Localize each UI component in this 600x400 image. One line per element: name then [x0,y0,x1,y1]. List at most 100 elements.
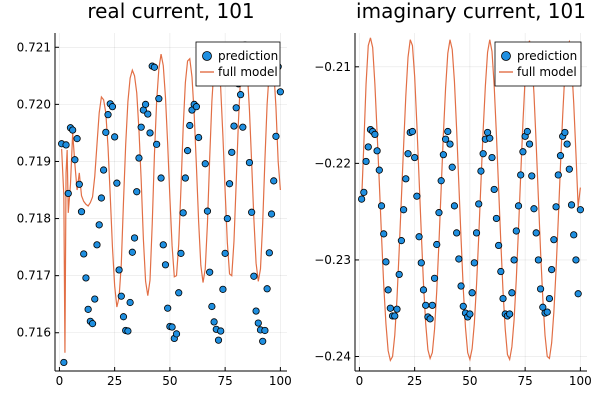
prediction-point [267,210,276,218]
prediction-point [206,268,214,276]
prediction-point [548,265,556,274]
prediction-point [395,270,403,279]
prediction-point [358,195,366,203]
prediction-point [375,166,383,174]
legend-label: prediction [517,49,577,63]
prediction-point [439,151,447,159]
prediction-point [153,140,161,148]
prediction-point [572,256,580,264]
prediction-point [563,140,571,148]
prediction-point [172,330,181,338]
prediction-point [391,312,399,320]
prediction-point [175,289,183,297]
plot-area [58,41,284,367]
prediction-point [97,194,106,202]
x-tick-label: 75 [217,374,232,388]
chart-title: imaginary current, 101 [356,0,586,23]
prediction-point [259,337,267,345]
prediction-point [536,285,545,293]
prediction-point [470,259,478,267]
prediction-point [124,327,132,335]
y-tick-label: −0.22 [314,156,351,170]
prediction-point [141,100,150,108]
prediction-point [239,123,247,131]
y-tick-label: 0.721 [17,40,51,54]
prediction-point [402,175,410,183]
prediction-point [155,95,163,103]
prediction-point [448,163,456,171]
plot-area [358,37,584,363]
prediction-point [382,258,390,266]
prediction-point [468,289,476,297]
y-tick-label: 0.720 [17,97,51,111]
prediction-point [88,320,97,328]
prediction-point [91,295,99,303]
prediction-point [84,305,92,313]
prediction-point [217,327,225,335]
prediction-point [225,180,234,188]
prediction-point [435,209,443,217]
prediction-point [60,358,68,367]
prediction-point [430,274,439,282]
prediction-point [477,167,485,175]
prediction-point [543,308,551,316]
prediction-point [433,240,441,249]
prediction-point [446,140,454,148]
prediction-point [386,304,394,312]
prediction-point [75,180,83,188]
x-tick-label: 75 [517,374,532,388]
prediction-point [161,261,170,269]
prediction-point [195,133,203,142]
prediction-point [69,126,77,134]
prediction-point [525,140,534,148]
prediction-point [146,129,154,137]
prediction-point [364,143,372,151]
y-tick-label: −0.21 [314,60,351,74]
x-tick-label: 0 [56,374,64,388]
prediction-point [512,227,520,235]
x-tick-label: 25 [407,374,422,388]
prediction-point [177,249,185,257]
prediction-point [519,148,527,156]
prediction-point [417,259,425,267]
prediction-point [411,153,419,162]
prediction-point [203,207,212,215]
prediction-point [201,160,209,168]
prediction-point [150,63,159,71]
prediction-point [130,234,139,242]
prediction-point [479,150,487,158]
prediction-point [232,104,240,112]
prediction-point [556,152,565,160]
prediction-point [80,250,88,258]
prediction-point [126,298,134,307]
prediction-point [137,123,145,131]
legend-box [494,41,582,87]
prediction-point [250,272,258,280]
prediction-point [263,285,271,293]
legend: prediction full model [494,41,582,87]
prediction-point [373,147,381,155]
prediction-point [422,301,430,309]
prediction-point [472,229,481,237]
prediction-point [488,153,496,162]
legend: prediction full model [195,41,281,87]
prediction-point [208,302,216,311]
prediction-point [360,188,368,196]
prediction-point [223,214,231,223]
prediction-point [276,88,284,96]
prediction-point [499,294,507,303]
chart-title: real current, 101 [87,0,254,23]
prediction-point [437,177,445,185]
real-current-panel: real current, 101 0 25 50 75 100 0.716 0.717 0.7… [17,0,292,388]
prediction-point [186,121,194,130]
prediction-point [254,319,262,327]
legend-label: full model [517,65,577,79]
y-tick-label: −0.23 [314,253,351,267]
prediction-point [545,294,554,303]
prediction-point [252,307,260,315]
imaginary-current-panel: imaginary current, 101 0 25 50 75 100 −0.24 −0.… [314,0,592,388]
prediction-point [514,202,523,210]
prediction-point [459,302,467,310]
prediction-point [384,286,392,294]
prediction-point [506,310,514,318]
